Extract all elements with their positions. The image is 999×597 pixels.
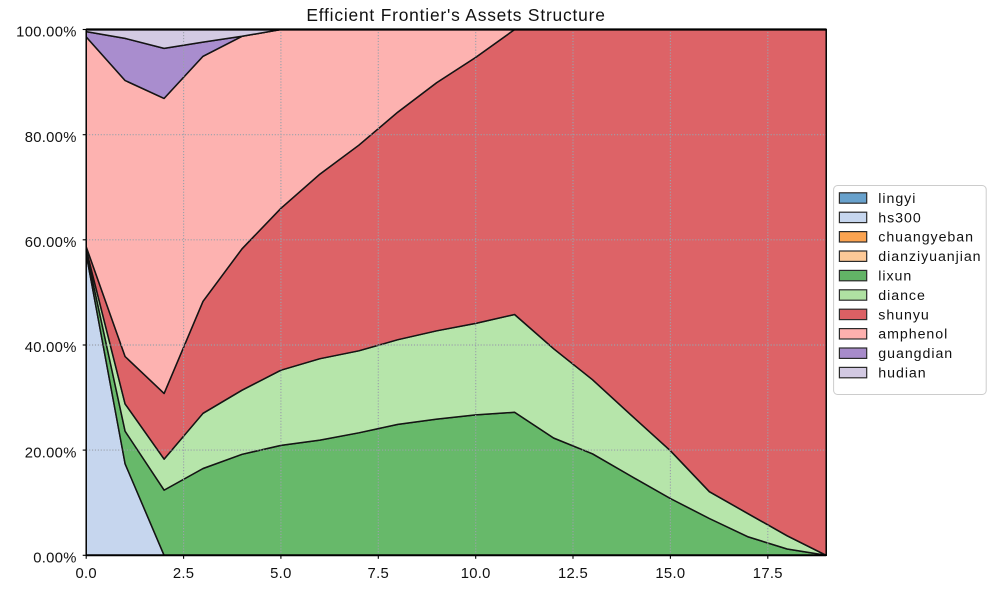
svg-text:chuangyeban: chuangyeban (878, 230, 974, 246)
svg-text:0.00%: 0.00% (33, 551, 76, 567)
svg-text:2.5: 2.5 (173, 566, 194, 582)
svg-text:17.5: 17.5 (753, 566, 783, 582)
svg-text:diance: diance (878, 288, 926, 304)
svg-text:15.0: 15.0 (655, 566, 685, 582)
svg-text:10.0: 10.0 (461, 566, 491, 582)
svg-text:5.0: 5.0 (270, 566, 291, 582)
svg-text:40.00%: 40.00% (25, 340, 77, 356)
svg-text:lingyi: lingyi (878, 191, 916, 207)
svg-text:guangdian: guangdian (878, 346, 953, 362)
svg-text:hudian: hudian (878, 366, 926, 382)
svg-text:100.00%: 100.00% (16, 25, 77, 41)
svg-text:80.00%: 80.00% (25, 130, 77, 146)
svg-text:lixun: lixun (878, 269, 912, 285)
svg-text:hs300: hs300 (878, 210, 921, 226)
svg-text:12.5: 12.5 (558, 566, 588, 582)
svg-text:20.00%: 20.00% (25, 445, 77, 461)
svg-text:0.0: 0.0 (75, 566, 96, 582)
svg-text:Efficient Frontier's Assets St: Efficient Frontier's Assets Structure (306, 5, 605, 25)
svg-text:dianziyuanjian: dianziyuanjian (878, 249, 981, 265)
svg-text:7.5: 7.5 (368, 566, 389, 582)
svg-text:amphenol: amphenol (878, 327, 948, 343)
svg-text:60.00%: 60.00% (25, 235, 77, 251)
svg-text:shunyu: shunyu (878, 307, 929, 323)
